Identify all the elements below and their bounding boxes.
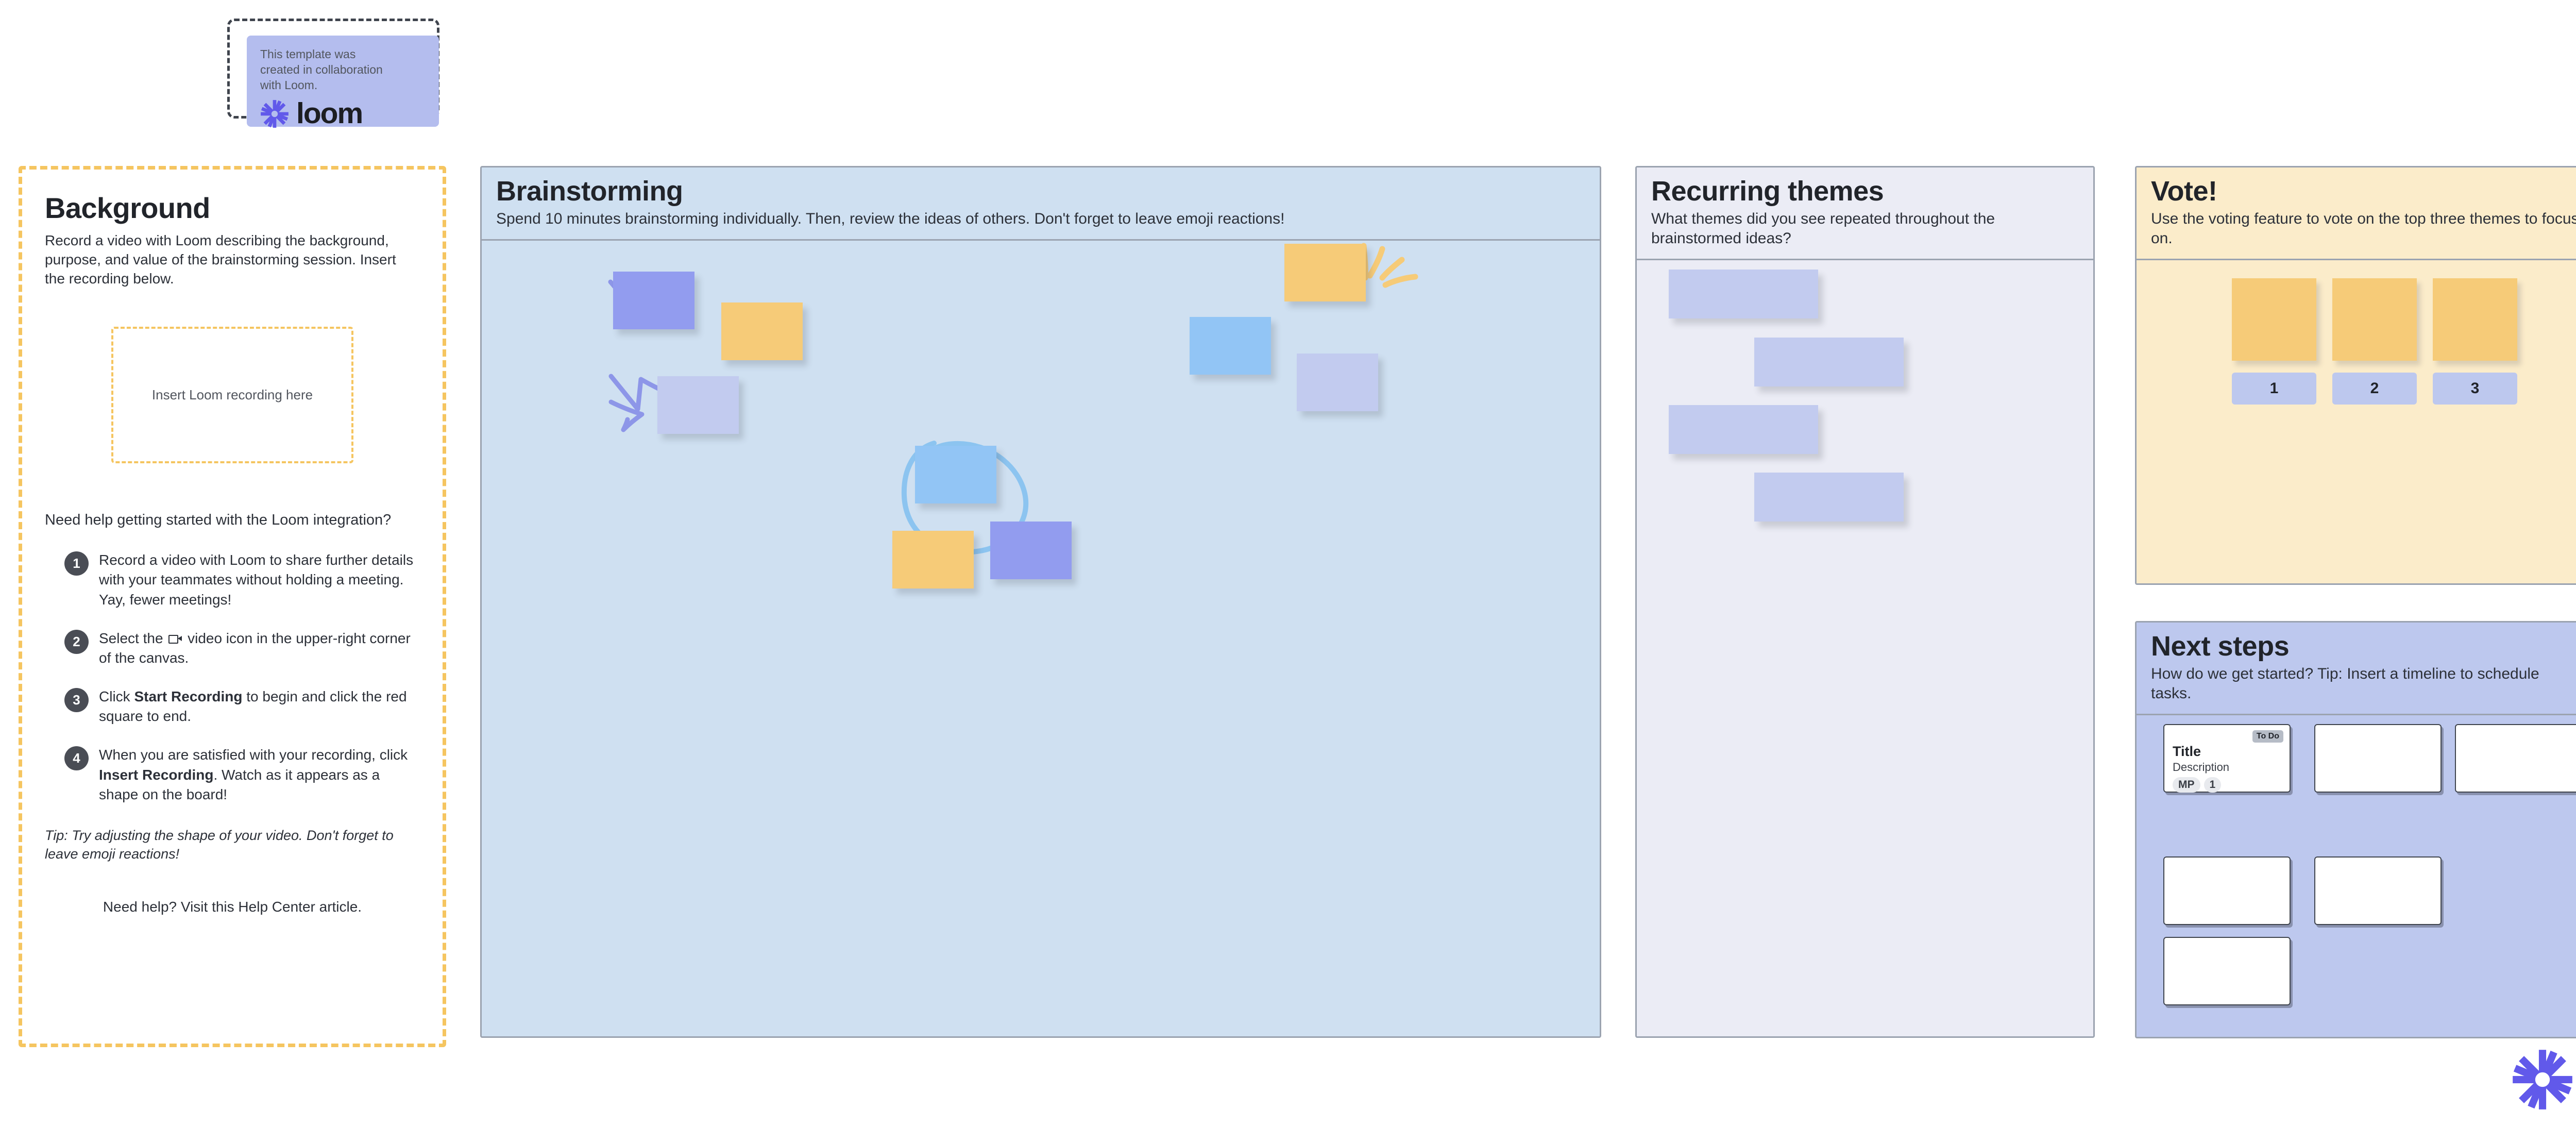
loom-burst-icon bbox=[261, 99, 289, 128]
loom-dropzone-placeholder: Insert Loom recording here bbox=[151, 386, 313, 402]
theme-sticky-1[interactable] bbox=[1669, 270, 1818, 319]
vote-count-2[interactable]: 2 bbox=[2332, 373, 2417, 405]
vote-sticky-3[interactable] bbox=[2433, 278, 2517, 361]
vote-description: Use the voting feature to vote on the to… bbox=[2151, 210, 2576, 247]
loom-lockup: loom bbox=[260, 97, 426, 130]
step-text: Click Start Recording to begin and click… bbox=[99, 687, 420, 727]
recurring-themes-canvas[interactable] bbox=[1637, 260, 2093, 1036]
loom-credit-card: This template was created in collaborati… bbox=[227, 19, 439, 128]
step-text-bold: Insert Recording bbox=[99, 766, 214, 783]
background-steps-list: 1 Record a video with Loom to share furt… bbox=[64, 550, 420, 805]
background-help-question: Need help getting started with the Loom … bbox=[45, 511, 392, 528]
vote-option-2[interactable]: 2 bbox=[2332, 278, 2417, 405]
vote-options-row: 1 2 3 bbox=[2232, 278, 2517, 405]
brainstorming-description: Spend 10 minutes brainstorming individua… bbox=[496, 210, 1285, 228]
brainstorming-title: Brainstorming bbox=[496, 176, 683, 207]
task-card[interactable]: To Do Title Description MP 1 bbox=[2163, 724, 2291, 793]
theme-sticky-4[interactable] bbox=[1754, 473, 1904, 522]
step-text-bold: Start Recording bbox=[134, 688, 243, 704]
step-number-badge: 2 bbox=[64, 629, 89, 654]
vote-count-1[interactable]: 1 bbox=[2232, 373, 2316, 405]
loom-credit-text: This template was created in collaborati… bbox=[260, 47, 383, 92]
step-item-4: 4 When you are satisfied with your recor… bbox=[64, 745, 420, 805]
task-card-empty[interactable] bbox=[2163, 937, 2291, 1006]
step-text-after: . Watch as it appears as a shape on the … bbox=[99, 766, 380, 803]
step-text-before: Click bbox=[99, 688, 130, 704]
recurring-themes-header: Recurring themes What themes did you see… bbox=[1637, 167, 2093, 261]
vote-header: Vote! Use the voting feature to vote on … bbox=[2137, 167, 2576, 261]
task-description: Description bbox=[2173, 761, 2230, 774]
sticky-note-blue-2[interactable] bbox=[915, 446, 996, 504]
background-description: Record a video with Loom describing the … bbox=[45, 232, 396, 287]
brainstorming-panel: Brainstorming Spend 10 minutes brainstor… bbox=[480, 166, 1601, 1038]
background-tip: Tip: Try adjusting the shape of your vid… bbox=[45, 827, 394, 862]
sticky-note-lavender-1[interactable] bbox=[657, 376, 739, 434]
task-card-empty[interactable] bbox=[2314, 724, 2442, 793]
loom-recording-dropzone[interactable]: Insert Loom recording here bbox=[111, 326, 353, 463]
step-item-3: 3 Click Start Recording to begin and cli… bbox=[64, 687, 420, 727]
sticky-note-lavender-2[interactable] bbox=[1297, 354, 1378, 412]
task-chips: MP 1 bbox=[2173, 777, 2281, 793]
video-camera-icon bbox=[168, 634, 182, 644]
sticky-note-orange-3[interactable] bbox=[892, 531, 974, 589]
hand-drawn-starburst-icon bbox=[1361, 243, 1418, 288]
step-text: Record a video with Loom to share furthe… bbox=[99, 551, 414, 608]
vote-count-3[interactable]: 3 bbox=[2433, 373, 2517, 405]
next-steps-title: Next steps bbox=[2151, 631, 2290, 662]
help-center-link[interactable]: Need help? Visit this Help Center articl… bbox=[103, 898, 362, 915]
vote-sticky-1[interactable] bbox=[2232, 278, 2316, 361]
next-steps-header: Next steps How do we get started? Tip: I… bbox=[2137, 623, 2576, 716]
theme-sticky-2[interactable] bbox=[1754, 338, 1904, 387]
vote-sticky-2[interactable] bbox=[2332, 278, 2417, 361]
task-title: Title bbox=[2173, 744, 2201, 760]
loom-wordmark: loom bbox=[296, 97, 363, 130]
step-number-badge: 4 bbox=[64, 746, 89, 771]
sticky-note-orange-1[interactable] bbox=[721, 302, 803, 361]
step-number-badge: 1 bbox=[64, 551, 89, 576]
sticky-note-orange-2[interactable] bbox=[1284, 244, 1366, 302]
theme-sticky-3[interactable] bbox=[1669, 405, 1818, 455]
step-text-after: video icon in the upper-right corner of … bbox=[99, 630, 411, 666]
step-item-1: 1 Record a video with Loom to share furt… bbox=[64, 550, 420, 610]
next-steps-panel: Next steps How do we get started? Tip: I… bbox=[2135, 621, 2576, 1038]
loom-credit-chip: This template was created in collaborati… bbox=[247, 36, 439, 130]
sticky-note-blue-1[interactable] bbox=[1190, 317, 1271, 375]
brainstorming-canvas[interactable] bbox=[482, 241, 1600, 1036]
task-card-empty[interactable] bbox=[2455, 724, 2576, 793]
step-text-after: to begin and click the red square to end… bbox=[99, 688, 407, 725]
next-steps-description: How do we get started? Tip: Insert a tim… bbox=[2151, 665, 2539, 702]
vote-option-3[interactable]: 3 bbox=[2433, 278, 2517, 405]
loom-burst-icon bbox=[2512, 1049, 2573, 1110]
background-panel: Background Record a video with Loom desc… bbox=[19, 166, 446, 1047]
step-text-before: When you are satisfied with your recordi… bbox=[99, 747, 408, 763]
step-item-2: 2 Select the video icon in the upper-rig… bbox=[64, 629, 420, 668]
vote-canvas[interactable]: 1 2 3 bbox=[2137, 260, 2576, 583]
points-chip[interactable]: 1 bbox=[2204, 777, 2222, 793]
next-steps-canvas[interactable]: To Do Title Description MP 1 bbox=[2137, 715, 2576, 1037]
step-text-before: Select the bbox=[99, 630, 163, 646]
step-number-badge: 3 bbox=[64, 687, 89, 712]
vote-title: Vote! bbox=[2151, 176, 2217, 207]
vote-panel: Vote! Use the voting feature to vote on … bbox=[2135, 166, 2576, 585]
status-badge[interactable]: To Do bbox=[2252, 730, 2283, 743]
vote-option-1[interactable]: 1 bbox=[2232, 278, 2316, 405]
task-card-empty[interactable] bbox=[2163, 856, 2291, 926]
step-text: Select the video icon in the upper-right… bbox=[99, 629, 420, 668]
sticky-note-purple-1[interactable] bbox=[613, 272, 694, 330]
sticky-note-purple-2[interactable] bbox=[990, 522, 1072, 580]
task-card-empty[interactable] bbox=[2314, 856, 2442, 926]
recurring-themes-panel: Recurring themes What themes did you see… bbox=[1635, 166, 2095, 1038]
recurring-themes-description: What themes did you see repeated through… bbox=[1651, 210, 1995, 247]
background-title: Background bbox=[45, 192, 210, 224]
brainstorming-header: Brainstorming Spend 10 minutes brainstor… bbox=[482, 167, 1600, 241]
assignee-chip[interactable]: MP bbox=[2173, 777, 2200, 793]
step-text: When you are satisfied with your recordi… bbox=[99, 745, 420, 805]
recurring-themes-title: Recurring themes bbox=[1651, 176, 1884, 207]
